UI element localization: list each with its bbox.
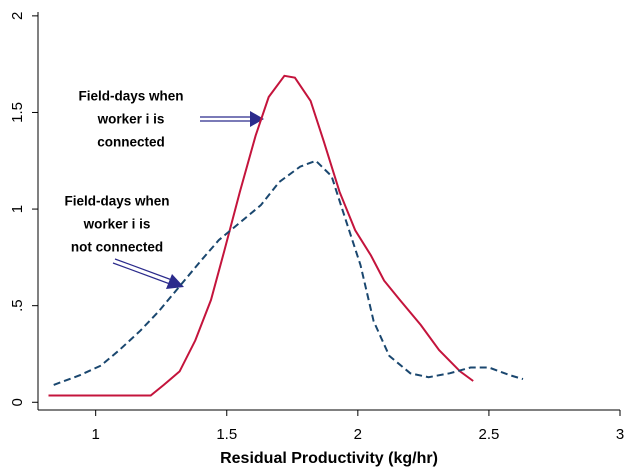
- x-tick-label: 1.5: [216, 426, 237, 443]
- annotation: not connected: [71, 240, 163, 255]
- x-axis-label: Residual Productivity (kg/hr): [220, 450, 438, 467]
- x-tick-label: 2.5: [478, 426, 499, 443]
- density-line: [53, 159, 524, 386]
- density-line: [48, 74, 474, 397]
- y-tick-label: .5: [9, 299, 26, 312]
- annotation: worker i is: [83, 217, 151, 232]
- arrow: [200, 111, 264, 127]
- annotation: worker i is: [97, 112, 165, 127]
- y-tick-label: 1: [9, 205, 26, 213]
- y-tick-label: 1.5: [9, 102, 26, 123]
- x-tick-label: 2: [354, 426, 362, 443]
- annotation: Field-days when: [78, 89, 183, 104]
- x-tick-label: 3: [616, 426, 624, 443]
- y-tick-label: 2: [9, 12, 26, 20]
- annotation: Field-days when: [64, 194, 169, 209]
- x-tick-label: 1: [92, 426, 100, 443]
- y-tick-label: 0: [9, 398, 26, 406]
- arrow: [112, 258, 184, 289]
- annotation: connected: [97, 135, 165, 150]
